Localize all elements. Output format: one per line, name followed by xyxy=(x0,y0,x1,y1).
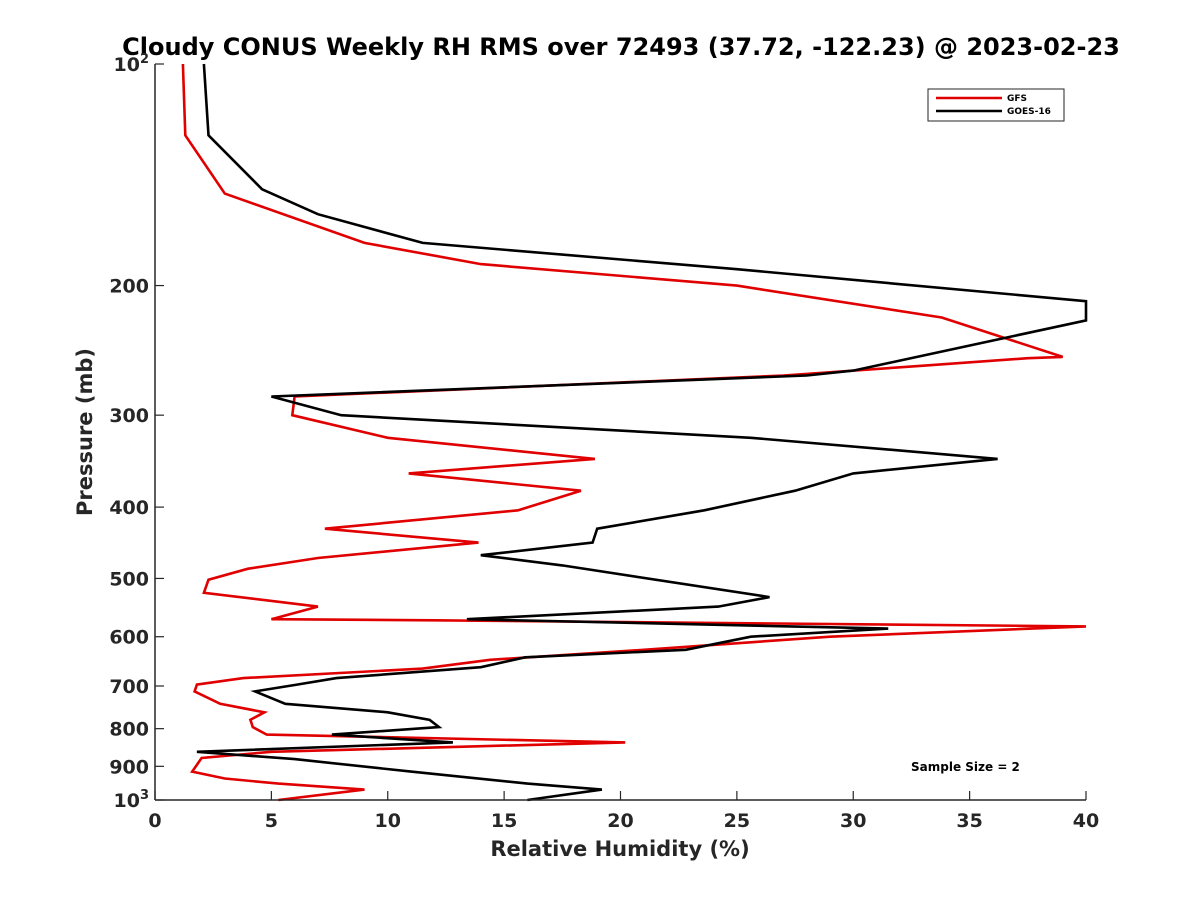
y-tick-label: 103 xyxy=(114,788,150,812)
series-layer xyxy=(181,63,1088,802)
y-tick-label: 300 xyxy=(109,405,149,427)
x-tick-label: 15 xyxy=(491,810,517,832)
x-tick-label: 35 xyxy=(956,810,982,832)
legend: GFS GOES-16 xyxy=(927,88,1065,122)
y-tick-label: 400 xyxy=(109,497,149,519)
x-tick-label: 40 xyxy=(1073,810,1099,832)
x-tick-label: 30 xyxy=(840,810,866,832)
x-tick-label: 10 xyxy=(375,810,401,832)
x-tick-label: 25 xyxy=(724,810,750,832)
legend-label-goes16: GOES-16 xyxy=(1007,107,1051,117)
legend-label-gfs: GFS xyxy=(1007,94,1027,104)
y-tick-label: 600 xyxy=(109,627,149,649)
y-axis-label: Pressure (mb) xyxy=(73,348,97,516)
x-tick-label: 20 xyxy=(607,810,633,832)
plot-area xyxy=(155,64,1086,800)
chart-title: Cloudy CONUS Weekly RH RMS over 72493 (3… xyxy=(122,33,1120,61)
x-axis-ticks: 0 5 10 15 20 25 30 35 40 xyxy=(148,791,1099,832)
series-line-gfs xyxy=(181,63,1087,802)
y-tick-label: 700 xyxy=(109,676,149,698)
y-tick-label: 200 xyxy=(109,276,149,298)
y-tick-label: 900 xyxy=(109,756,149,778)
x-tick-label: 0 xyxy=(148,810,161,832)
y-tick-label: 500 xyxy=(109,568,149,590)
y-axis-ticks: 102 200 300 400 500 600 700 800 900 103 xyxy=(109,52,164,812)
y-tick-label: 800 xyxy=(109,719,149,741)
sample-size-annotation: Sample Size = 2 xyxy=(911,760,1020,774)
legend-box xyxy=(927,88,1065,122)
y-tick-label: 102 xyxy=(114,52,150,76)
x-tick-label: 5 xyxy=(265,810,278,832)
series-line-goes16 xyxy=(196,63,1088,802)
x-axis-label: Relative Humidity (%) xyxy=(490,837,749,861)
